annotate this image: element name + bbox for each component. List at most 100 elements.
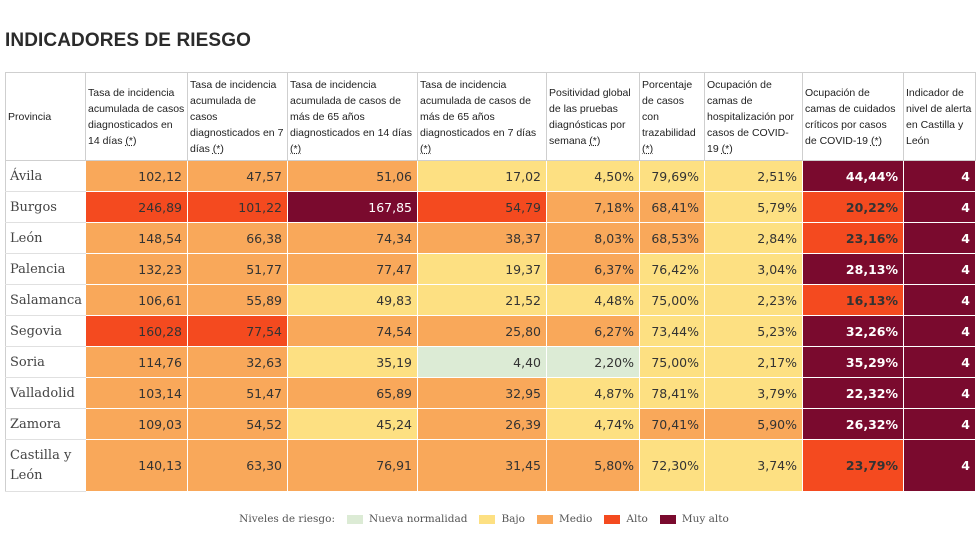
value-cell-nivel-alerta: 4: [903, 315, 976, 347]
table-row: Castilla y León 140,13 63,30 76,91 31,45 5,80…: [5, 439, 976, 492]
value-cell-ia14-65: 65,89: [287, 377, 418, 409]
legend-item-label: Medio: [559, 513, 593, 525]
value-cell-positividad: 5,80%: [546, 439, 640, 492]
value-cell-positividad: 8,03%: [546, 222, 640, 254]
legend-item-bajo: Bajo: [479, 513, 525, 525]
province-cell: Segovia: [5, 315, 86, 347]
value-cell-trazabilidad: 72,30%: [639, 439, 705, 492]
legend-swatch: [604, 514, 621, 524]
table-row: Salamanca 106,61 55,89 49,83 21,52 4,48% 75,00…: [5, 284, 976, 316]
risk-legend: Niveles de riesgo: Nueva normalidad Bajo…: [0, 513, 980, 525]
value-cell-ia14-65: 74,54: [287, 315, 418, 347]
header-trazabilidad: Porcentaje de casos con trazabilidad (*): [639, 72, 705, 161]
value-cell-ia7: 32,63: [187, 346, 288, 378]
value-cell-trazabilidad: 78,41%: [639, 377, 705, 409]
footnote-marker[interactable]: (*): [589, 134, 601, 147]
table-row: Burgos 246,89 101,22 167,85 54,79 7,18% 68,41%…: [5, 191, 976, 223]
footnote-marker[interactable]: (*): [290, 142, 302, 155]
value-cell-positividad: 2,20%: [546, 346, 640, 378]
table-row: León 148,54 66,38 74,34 38,37 8,03% 68,53% 2,84…: [5, 222, 976, 254]
header-ia7-65: Tasa de incidencia acumulada de casos de…: [417, 72, 547, 161]
footnote-marker[interactable]: (*): [642, 142, 654, 155]
value-cell-criticos: 35,29%: [802, 346, 904, 378]
value-cell-ia7: 55,89: [187, 284, 288, 316]
value-cell-ia7: 63,30: [187, 439, 288, 492]
value-cell-nivel-alerta: 4: [903, 191, 976, 223]
value-cell-hospitalizacion: 5,23%: [704, 315, 803, 347]
footnote-marker[interactable]: (*): [125, 134, 137, 147]
value-cell-positividad: 6,37%: [546, 253, 640, 285]
value-cell-ia7-65: 26,39: [417, 408, 547, 440]
value-cell-ia7-65: 19,37: [417, 253, 547, 285]
value-cell-criticos: 32,26%: [802, 315, 904, 347]
value-cell-hospitalizacion: 2,17%: [704, 346, 803, 378]
header-positividad: Positividad global de las pruebas diagnó…: [546, 72, 640, 161]
legend-item-label: Muy alto: [681, 513, 729, 525]
province-cell: Castilla y León: [5, 439, 86, 492]
value-cell-ia7-65: 21,52: [417, 284, 547, 316]
value-cell-trazabilidad: 68,53%: [639, 222, 705, 254]
table-row: Soria 114,76 32,63 35,19 4,40 2,20% 75,00% 2,17…: [5, 346, 976, 378]
footnote-marker[interactable]: (*): [212, 142, 224, 155]
value-cell-ia7: 51,47: [187, 377, 288, 409]
legend-swatch: [347, 514, 363, 524]
legend-swatch: [537, 514, 553, 524]
table-row: Zamora 109,03 54,52 45,24 26,39 4,74% 70,41% 5,…: [5, 408, 976, 440]
value-cell-ia14-65: 76,91: [287, 439, 418, 492]
footnote-marker[interactable]: (*): [420, 142, 432, 155]
value-cell-ia7: 54,52: [187, 408, 288, 440]
value-cell-positividad: 4,50%: [546, 160, 640, 192]
value-cell-ia7: 66,38: [187, 222, 288, 254]
value-cell-positividad: 4,48%: [546, 284, 640, 316]
value-cell-ia7-65: 4,40: [417, 346, 547, 378]
footnote-marker[interactable]: (*): [721, 142, 733, 155]
header-row: Provincia Tasa de incidencia acumulada d…: [5, 72, 976, 161]
value-cell-nivel-alerta: 4: [903, 222, 976, 254]
province-cell: Valladolid: [5, 377, 86, 409]
value-cell-positividad: 4,74%: [546, 408, 640, 440]
value-cell-criticos: 23,79%: [802, 439, 904, 492]
footnote-marker[interactable]: (*): [870, 134, 883, 147]
value-cell-nivel-alerta: 4: [903, 284, 976, 316]
value-cell-ia14: 114,76: [85, 346, 188, 378]
province-cell: León: [5, 222, 86, 254]
table-row: Segovia 160,28 77,54 74,54 25,80 6,27% 73,44% 5…: [5, 315, 976, 347]
value-cell-ia7: 101,22: [187, 191, 288, 223]
province-cell: Burgos: [5, 191, 86, 223]
value-cell-ia14: 160,28: [85, 315, 188, 347]
value-cell-nivel-alerta: 4: [903, 408, 976, 440]
legend-item-alto: Alto: [604, 513, 648, 525]
table-row: Ávila 102,12 47,57 51,06 17,02 4,50% 79,69% 2,5…: [5, 160, 976, 192]
value-cell-ia14: 103,14: [85, 377, 188, 409]
value-cell-ia14-65: 167,85: [287, 191, 418, 223]
header-nivel-alerta: Indicador de nivel de alerta en Castilla…: [903, 72, 976, 161]
value-cell-ia14: 140,13: [85, 439, 188, 492]
value-cell-criticos: 16,13%: [802, 284, 904, 316]
value-cell-trazabilidad: 70,41%: [639, 408, 705, 440]
value-cell-ia7-65: 25,80: [417, 315, 547, 347]
value-cell-ia14-65: 77,47: [287, 253, 418, 285]
legend-item-nueva-normalidad: Nueva normalidad: [347, 513, 467, 525]
header-ia14: Tasa de incidencia acumulada de casos di…: [85, 72, 188, 161]
value-cell-hospitalizacion: 2,84%: [704, 222, 803, 254]
province-cell: Zamora: [5, 408, 86, 440]
value-cell-ia7: 51,77: [187, 253, 288, 285]
value-cell-criticos: 44,44%: [802, 160, 904, 192]
value-cell-trazabilidad: 79,69%: [639, 160, 705, 192]
value-cell-criticos: 28,13%: [802, 253, 904, 285]
value-cell-trazabilidad: 75,00%: [639, 346, 705, 378]
value-cell-ia14: 132,23: [85, 253, 188, 285]
province-cell: Soria: [5, 346, 86, 378]
page-title: INDICADORES DE RIESGO: [5, 30, 251, 51]
value-cell-hospitalizacion: 2,51%: [704, 160, 803, 192]
value-cell-nivel-alerta: 4: [903, 377, 976, 409]
value-cell-hospitalizacion: 3,04%: [704, 253, 803, 285]
table-row: Valladolid 103,14 51,47 65,89 32,95 4,87% 78,4…: [5, 377, 976, 409]
value-cell-positividad: 7,18%: [546, 191, 640, 223]
legend-item-medio: Medio: [537, 513, 592, 525]
risk-indicators-table: Provincia Tasa de incidencia acumulada d…: [5, 72, 976, 492]
value-cell-ia7-65: 38,37: [417, 222, 547, 254]
value-cell-ia14-65: 49,83: [287, 284, 418, 316]
value-cell-criticos: 26,32%: [802, 408, 904, 440]
value-cell-ia14-65: 35,19: [287, 346, 418, 378]
